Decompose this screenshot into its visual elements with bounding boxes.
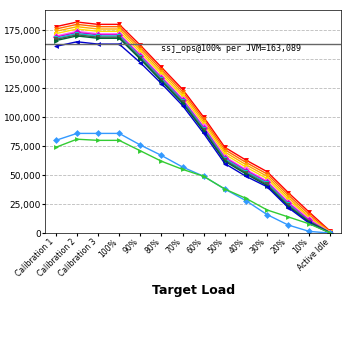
Text: ssj_ops@100% per JVM=163,089: ssj_ops@100% per JVM=163,089 [161,44,301,53]
X-axis label: Target Load: Target Load [152,284,235,297]
